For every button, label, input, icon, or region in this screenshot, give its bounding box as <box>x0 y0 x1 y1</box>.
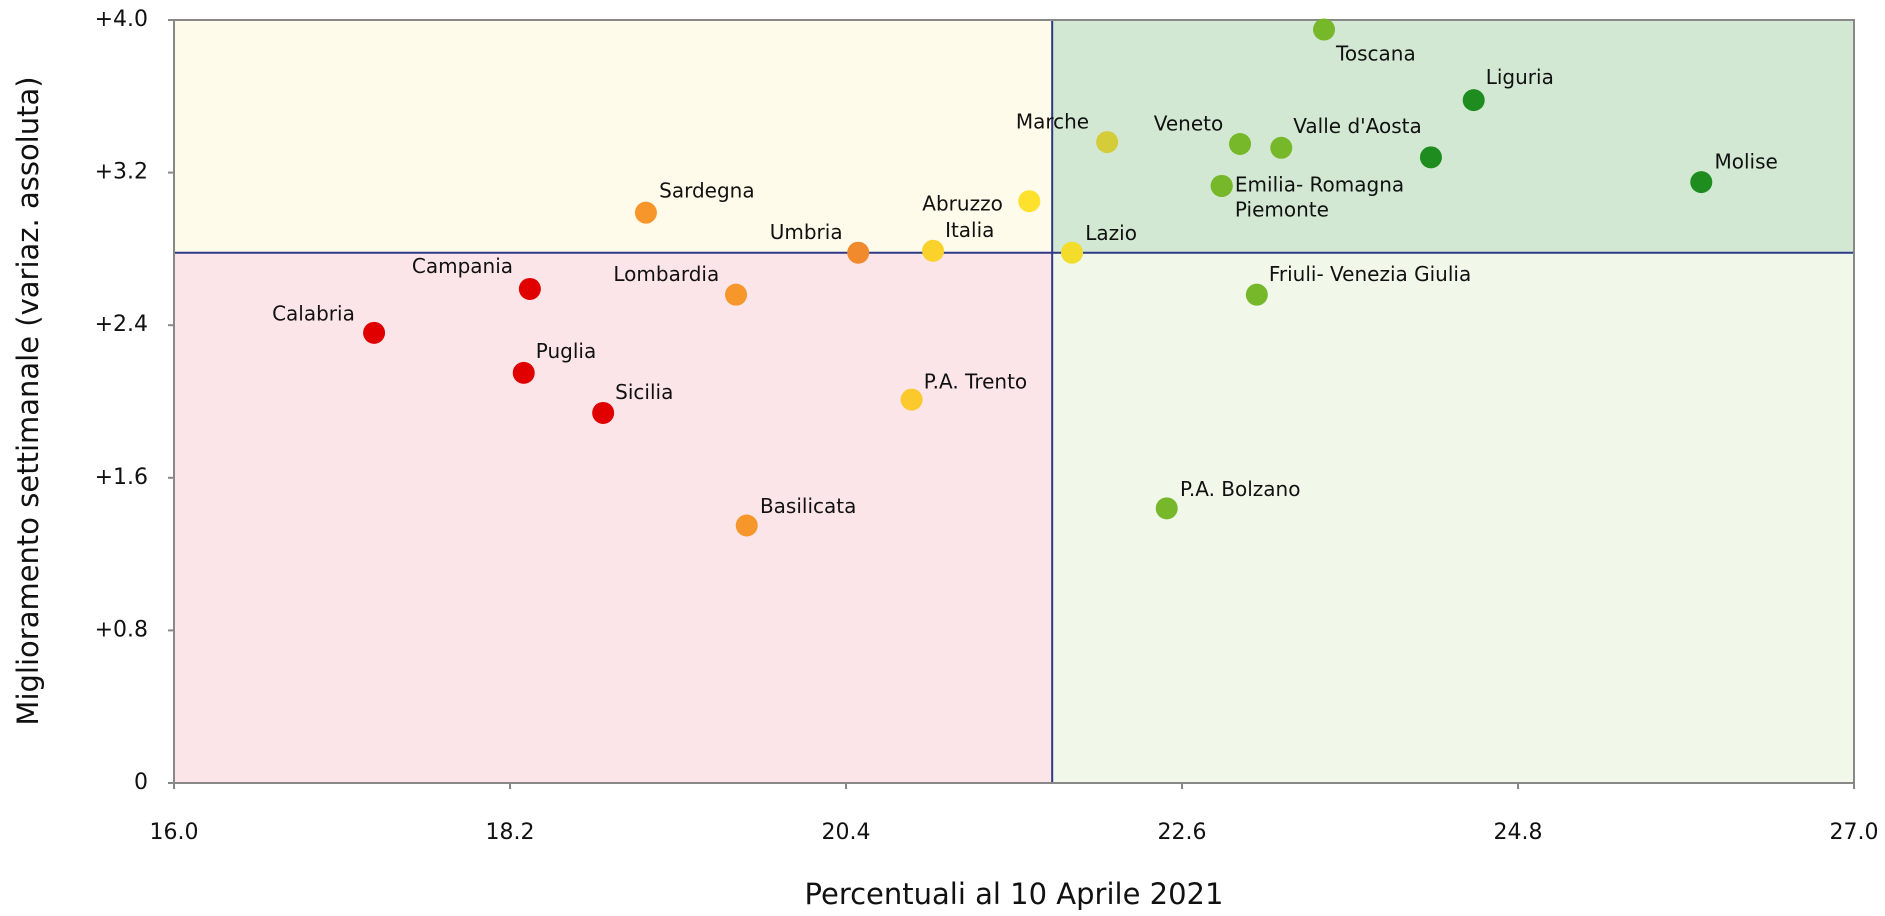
point-label: Calabria <box>272 301 355 325</box>
x-axis-title: Percentuali al 10 Aprile 2021 <box>805 877 1224 911</box>
point-label: P.A. Bolzano <box>1180 477 1301 501</box>
point <box>847 241 870 264</box>
point-label: Lombardia <box>613 262 719 286</box>
point <box>1018 190 1041 213</box>
point-label: Puglia <box>536 339 596 363</box>
y-tick-label: +1.6 <box>95 465 148 490</box>
quadrant <box>1052 252 1854 784</box>
point <box>922 239 945 262</box>
point <box>1061 241 1084 264</box>
quadrant <box>1052 20 1854 253</box>
point <box>735 514 758 537</box>
point-label: Piemonte <box>1235 198 1329 222</box>
quadrant <box>174 252 1053 784</box>
point <box>1155 497 1178 520</box>
plot-border <box>173 19 1855 784</box>
point <box>1690 171 1713 194</box>
point <box>900 388 923 411</box>
y-tick-label: +0.8 <box>95 617 148 642</box>
y-tick-label: +4.0 <box>95 7 148 32</box>
x-tick-label: 20.4 <box>822 820 871 845</box>
y-tick-label: 0 <box>134 770 148 795</box>
x-tick-label: 22.6 <box>1158 820 1207 845</box>
point <box>1210 174 1233 197</box>
point <box>725 283 748 306</box>
point-label: Liguria <box>1486 65 1554 89</box>
point <box>1096 131 1119 154</box>
point-label: P.A. Trento <box>924 369 1027 393</box>
x-tick-label: 16.0 <box>150 820 199 845</box>
point-label: Toscana <box>1335 41 1416 65</box>
point-label: Friuli- Venezia Giulia <box>1269 262 1471 286</box>
point <box>592 401 615 424</box>
point <box>1245 283 1268 306</box>
point-label: Valle d'Aosta <box>1293 114 1421 138</box>
point-label: Basilicata <box>760 494 856 518</box>
y-tick-label: +2.4 <box>95 312 148 337</box>
x-tick-label: 18.2 <box>486 820 535 845</box>
point-label: Sardegna <box>659 179 754 203</box>
x-tick-label: 24.8 <box>1494 820 1543 845</box>
point-label: Italia <box>945 218 994 242</box>
quadrant <box>174 20 1053 253</box>
point <box>518 277 541 300</box>
point-label: Abruzzo <box>922 191 1003 215</box>
point-label: Emilia- Romagna <box>1235 172 1404 196</box>
point-label: Marche <box>1016 109 1089 133</box>
point-label: Sicilia <box>615 380 673 404</box>
point <box>1313 18 1336 41</box>
point-label: Umbria <box>770 220 843 244</box>
point <box>1229 132 1252 155</box>
point <box>512 361 535 384</box>
point-label: Campania <box>412 254 513 278</box>
x-tick-label: 27.0 <box>1830 820 1879 845</box>
point-label: Veneto <box>1154 111 1224 135</box>
point <box>1462 89 1485 112</box>
point <box>1270 136 1293 159</box>
point <box>634 201 657 224</box>
point-label: Lazio <box>1085 221 1137 245</box>
y-tick-label: +3.2 <box>95 160 148 185</box>
y-axis-title: Miglioramento settimanale (variaz. assol… <box>11 76 45 725</box>
point <box>1419 146 1442 169</box>
point <box>363 321 386 344</box>
point-label: Molise <box>1714 149 1777 173</box>
